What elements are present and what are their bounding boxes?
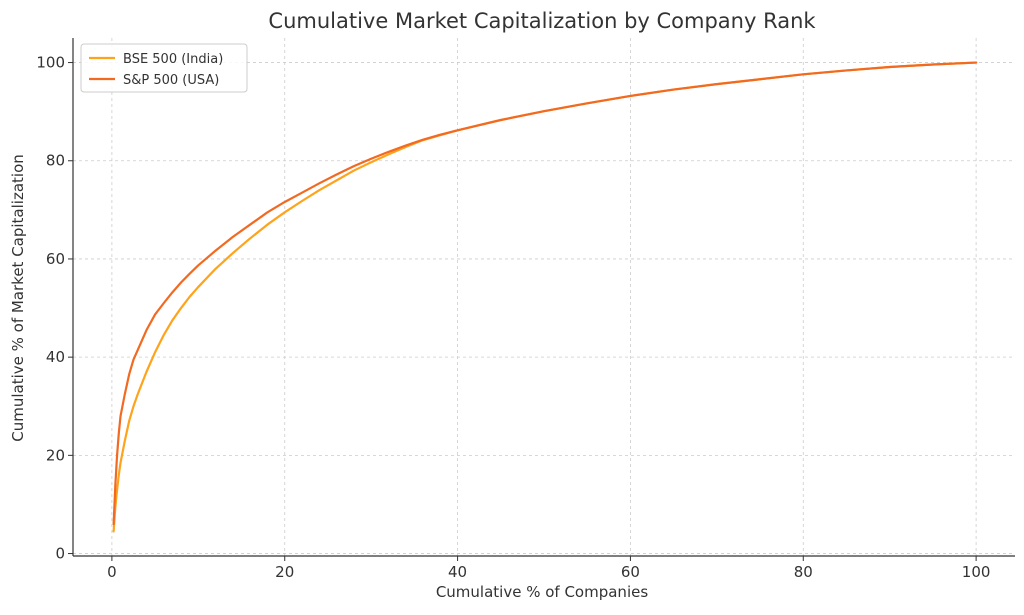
chart-title: Cumulative Market Capitalization by Comp… <box>268 9 816 33</box>
y-tick-label: 0 <box>55 545 65 563</box>
y-tick-label: 60 <box>46 250 65 268</box>
x-tick-label: 0 <box>107 563 117 581</box>
series-line-sp500 <box>112 61 978 526</box>
y-tick-label: 40 <box>46 348 65 366</box>
legend-label: S&P 500 (USA) <box>123 73 219 88</box>
x-tick-label: 100 <box>962 563 991 581</box>
y-tick-label: 100 <box>36 54 65 72</box>
x-tick-label: 20 <box>275 563 294 581</box>
y-tick-label: 80 <box>46 152 65 170</box>
x-axis-label: Cumulative % of Companies <box>436 583 649 601</box>
legend: BSE 500 (India) S&P 500 (USA) <box>80 43 248 93</box>
grid-lines <box>73 38 1015 556</box>
legend-label: BSE 500 (India) <box>123 52 223 67</box>
series-layer <box>112 61 978 533</box>
x-tick-label: 40 <box>448 563 467 581</box>
legend-box <box>80 43 248 93</box>
tick-labels: 0 20 40 60 80 100 0 20 40 60 80 100 <box>36 54 990 581</box>
x-tick-label: 80 <box>794 563 813 581</box>
x-tick-label: 60 <box>621 563 640 581</box>
y-tick-label: 20 <box>46 446 65 464</box>
series-line-bse500 <box>112 61 978 533</box>
y-axis-label: Cumulative % of Market Capitalization <box>9 154 27 442</box>
axes <box>68 38 1015 561</box>
